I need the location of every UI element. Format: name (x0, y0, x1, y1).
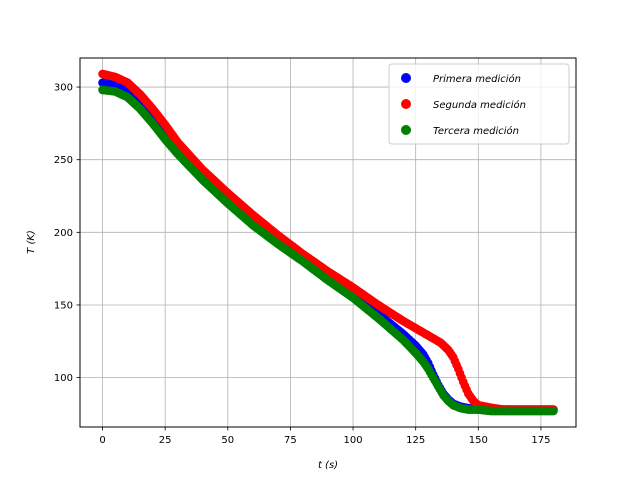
y-tick-label: 150 (54, 300, 73, 311)
legend-box (388, 63, 570, 145)
x-axis: 0 25 50 75 100 125 150 175 (99, 427, 550, 446)
x-axis-label: t (s) (318, 460, 338, 471)
series-2 (98, 85, 558, 416)
x-tick-label: 25 (159, 435, 172, 446)
legend-label-tercera: Tercera medición (433, 125, 519, 137)
y-tick-label: 200 (54, 228, 73, 239)
y-axis: 100 150 200 250 300 (54, 83, 80, 384)
legend-label-primera: Primera medición (433, 73, 521, 85)
series-layer (98, 69, 558, 416)
x-tick-label: 125 (406, 435, 425, 446)
x-tick-label: 175 (531, 435, 550, 446)
legend-marker-tercera (401, 125, 411, 135)
x-tick-label: 75 (284, 435, 297, 446)
legend-marker-segunda (401, 99, 411, 109)
x-tick-label: 150 (469, 435, 488, 446)
x-tick-label: 50 (221, 435, 234, 446)
y-axis-label: T (K) (26, 230, 37, 254)
x-tick-label: 100 (344, 435, 363, 446)
plot-frame (79, 57, 577, 428)
x-tick-label: 0 (99, 435, 105, 446)
y-tick-label: 300 (54, 83, 73, 94)
data-point (549, 406, 558, 416)
y-tick-label: 100 (54, 373, 73, 384)
legend: Primera medición Segunda medición Tercer… (388, 63, 570, 145)
legend-marker-primera (401, 73, 411, 83)
y-tick-label: 250 (54, 155, 73, 166)
legend-label-segunda: Segunda medición (433, 99, 526, 111)
